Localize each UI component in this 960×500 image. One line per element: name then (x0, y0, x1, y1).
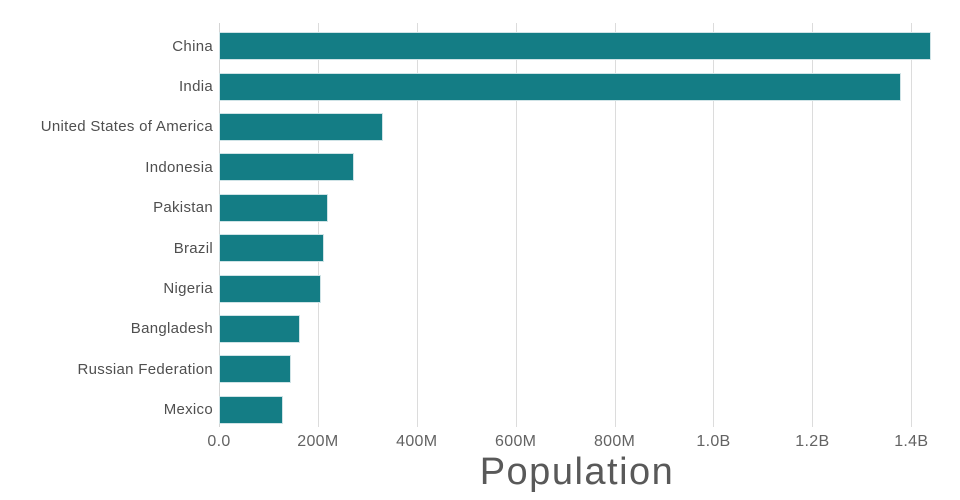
bar-russian-federation (219, 355, 292, 384)
category-label: Nigeria (163, 280, 213, 298)
x-tick-label: 200M (297, 433, 339, 450)
gridline (713, 23, 715, 427)
bar-mexico (219, 395, 283, 424)
bar-row (219, 147, 935, 187)
x-axis-ticks: 0.0 200M 400M 600M 800M 1.0B 1.2B 1.4B (207, 433, 935, 453)
bar-brazil (219, 234, 325, 263)
bar-row (219, 268, 935, 308)
gridline (515, 23, 517, 427)
x-tick-label: 1.4B (894, 433, 929, 450)
bar-row (219, 26, 935, 66)
x-tick-label: 1.0B (696, 433, 731, 450)
gridline (416, 23, 418, 427)
plot-area (219, 23, 935, 430)
gridline (812, 23, 814, 427)
gridline (317, 23, 319, 427)
bar-row (219, 309, 935, 349)
x-tick-label: 400M (396, 433, 438, 450)
category-label: Brazil (173, 239, 213, 257)
y-axis-labels: China India United States of America Indone… (0, 26, 213, 430)
category-label: China (172, 37, 213, 55)
bar-bangladesh (219, 314, 301, 343)
category-label: Mexico (163, 401, 213, 419)
bar-row (219, 188, 935, 228)
bar-china (219, 32, 931, 61)
bar-rows (219, 26, 935, 430)
x-tick-label: 800M (593, 433, 636, 450)
bar-row (219, 228, 935, 268)
category-label: Russian Federation (77, 360, 213, 378)
bar-row (219, 390, 935, 430)
gridline (614, 23, 616, 427)
category-label: India (178, 78, 213, 96)
bar-nigeria (219, 274, 321, 303)
x-tick-label: 600M (495, 433, 537, 450)
bar-row (219, 349, 935, 389)
bar-row (219, 66, 935, 106)
category-label: Bangladesh (130, 320, 213, 338)
bar-row (219, 107, 935, 147)
x-tick-label: 0.0 (207, 433, 231, 450)
category-label: United States of America (40, 118, 213, 136)
bar-united-states-of-america (219, 112, 383, 141)
gridline (219, 23, 220, 427)
x-tick-label: 1.2B (795, 433, 830, 450)
bar-indonesia (219, 153, 355, 182)
gridline (911, 23, 913, 427)
category-label: Indonesia (145, 158, 213, 176)
category-label: Pakistan (153, 199, 213, 217)
x-axis-title: Population (479, 451, 675, 493)
bar-pakistan (219, 193, 329, 222)
bar-india (219, 72, 902, 101)
